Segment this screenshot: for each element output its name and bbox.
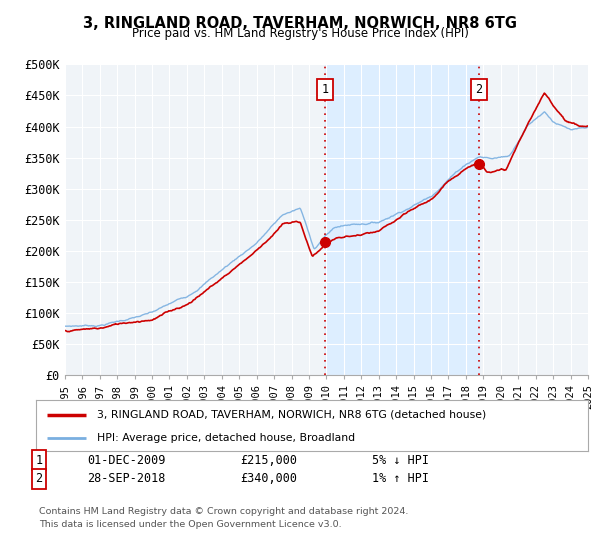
Text: £340,000: £340,000 [240,472,297,486]
Text: This data is licensed under the Open Government Licence v3.0.: This data is licensed under the Open Gov… [39,520,341,529]
Text: 1: 1 [35,454,43,467]
Text: 3, RINGLAND ROAD, TAVERHAM, NORWICH, NR8 6TG: 3, RINGLAND ROAD, TAVERHAM, NORWICH, NR8… [83,16,517,31]
Text: 1: 1 [322,83,329,96]
Text: HPI: Average price, detached house, Broadland: HPI: Average price, detached house, Broa… [97,433,355,443]
Text: Contains HM Land Registry data © Crown copyright and database right 2024.: Contains HM Land Registry data © Crown c… [39,507,409,516]
Text: 3, RINGLAND ROAD, TAVERHAM, NORWICH, NR8 6TG (detached house): 3, RINGLAND ROAD, TAVERHAM, NORWICH, NR8… [97,409,486,419]
Text: Price paid vs. HM Land Registry's House Price Index (HPI): Price paid vs. HM Land Registry's House … [131,27,469,40]
Bar [325,64,479,375]
Text: 2: 2 [35,472,43,486]
Text: 28-SEP-2018: 28-SEP-2018 [87,472,166,486]
Text: £215,000: £215,000 [240,454,297,467]
Text: 1% ↑ HPI: 1% ↑ HPI [372,472,429,486]
Text: 5% ↓ HPI: 5% ↓ HPI [372,454,429,467]
Text: 01-DEC-2009: 01-DEC-2009 [87,454,166,467]
Text: 2: 2 [475,83,482,96]
